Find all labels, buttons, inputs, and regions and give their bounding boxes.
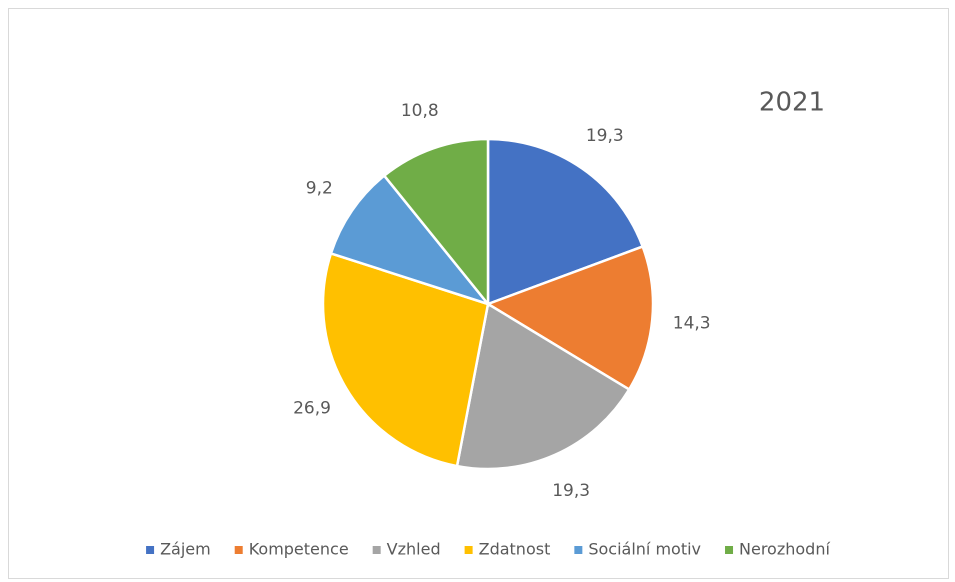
legend-label: Kompetence bbox=[249, 540, 349, 559]
data-label: 19,3 bbox=[552, 481, 590, 501]
legend-swatch bbox=[725, 546, 734, 554]
legend-swatch bbox=[234, 546, 243, 554]
legend-label: Zdatnost bbox=[479, 540, 551, 559]
pie-slice bbox=[455, 301, 631, 471]
chart-title: 2021 bbox=[759, 88, 825, 118]
legend-swatch bbox=[372, 546, 381, 554]
pie-slice bbox=[485, 244, 655, 392]
legend-swatch bbox=[464, 546, 473, 554]
pie-slice bbox=[329, 173, 492, 307]
pie-slice bbox=[321, 251, 490, 468]
legend-swatch bbox=[146, 546, 155, 554]
legend-label: Nerozhodní bbox=[739, 540, 830, 559]
legend-swatch bbox=[574, 546, 583, 554]
data-label: 10,8 bbox=[401, 101, 439, 121]
data-label: 19,3 bbox=[586, 126, 624, 146]
legend-label: Zájem bbox=[160, 540, 211, 559]
data-label: 26,9 bbox=[293, 398, 331, 418]
pie-slice bbox=[486, 137, 645, 306]
legend-label: Sociální motiv bbox=[588, 540, 701, 559]
data-label: 9,2 bbox=[306, 178, 333, 198]
legend-label: Vzhled bbox=[387, 540, 441, 559]
data-label: 14,3 bbox=[673, 313, 711, 333]
pie-slice bbox=[382, 137, 490, 308]
